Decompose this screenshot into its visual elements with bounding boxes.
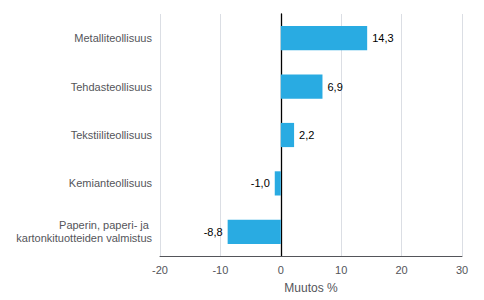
svg-text:20: 20 xyxy=(395,264,407,276)
svg-text:10: 10 xyxy=(335,264,347,276)
svg-text:Paperin, paperi- ja: Paperin, paperi- ja xyxy=(59,219,152,231)
svg-text:-1,0: -1,0 xyxy=(251,177,270,189)
svg-text:-8,8: -8,8 xyxy=(204,226,223,238)
svg-text:14,3: 14,3 xyxy=(372,32,393,44)
svg-text:-20: -20 xyxy=(152,264,168,276)
svg-text:Metalliteollisuus: Metalliteollisuus xyxy=(74,32,152,44)
svg-text:Tekstiiliteollisuus: Tekstiiliteollisuus xyxy=(71,129,153,141)
svg-text:kartonkituotteiden valmistus: kartonkituotteiden valmistus xyxy=(16,232,152,244)
svg-text:30: 30 xyxy=(456,264,468,276)
svg-text:2,2: 2,2 xyxy=(299,129,314,141)
svg-text:0: 0 xyxy=(278,264,284,276)
svg-text:Tehdasteollisuus: Tehdasteollisuus xyxy=(71,81,153,93)
svg-text:Muutos %: Muutos % xyxy=(284,281,338,295)
svg-text:Kemianteollisuus: Kemianteollisuus xyxy=(69,177,153,189)
svg-text:6,9: 6,9 xyxy=(327,81,342,93)
svg-text:-10: -10 xyxy=(212,264,228,276)
